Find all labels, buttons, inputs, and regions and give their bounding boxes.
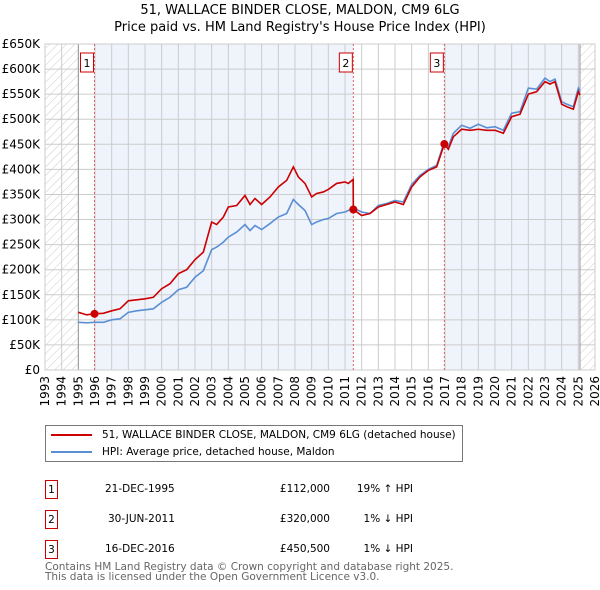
footer-licence: This data is licensed under the Open Gov… (45, 571, 380, 583)
table-row: 2 30-JUN-2011 £320,000 1% ↓ HPI (45, 504, 413, 534)
x-tick-label: 2018 (455, 376, 469, 407)
x-tick-label: 2016 (421, 376, 435, 407)
y-tick-label: £50K (9, 338, 41, 352)
ownership-band (444, 44, 580, 370)
legend-label-property: 51, WALLACE BINDER CLOSE, MALDON, CM9 6L… (102, 429, 456, 441)
x-tick-label: 2013 (371, 376, 385, 407)
legend-item-hpi: HPI: Average price, detached house, Mald… (51, 444, 335, 460)
y-tick-label: £450K (2, 137, 42, 151)
sale-date: 21-DEC-1995 (105, 483, 175, 495)
x-tick-label: 1994 (55, 376, 69, 407)
x-tick-label: 2022 (521, 376, 535, 407)
x-tick-label: 2011 (338, 376, 352, 407)
sale-price: £450,500 (279, 543, 330, 555)
x-tick-label: 2007 (271, 376, 285, 407)
y-tick-label: £100K (2, 313, 42, 327)
y-tick-label: £250K (2, 238, 42, 252)
sale-point (349, 205, 358, 214)
sale-hpi-diff: 19% ↑ HPI (356, 483, 413, 495)
x-tick-label: 2003 (205, 376, 219, 407)
sale-point (90, 309, 99, 318)
sale-price: £112,000 (279, 483, 330, 495)
x-tick-label: 2006 (255, 376, 269, 407)
x-tick-label: 2012 (355, 376, 369, 407)
hpi-line (78, 77, 581, 324)
sale-marker: 1 (45, 479, 58, 499)
sale-marker: 3 (45, 539, 58, 559)
price-chart: £0 £50K £100K £150K £200K £250K £300K £350K £400… (2, 37, 600, 407)
y-tick-label: £500K (2, 112, 42, 126)
x-tick-label: 2014 (388, 376, 402, 407)
sale-label-box (429, 52, 444, 73)
legend-label-hpi: HPI: Average price, detached house, Mald… (102, 446, 335, 458)
x-tick-label: 2019 (471, 376, 485, 407)
x-tick-label: 2024 (555, 376, 569, 407)
y-tick-label: £550K (2, 87, 42, 101)
sale-label-box (338, 52, 353, 73)
x-tick-label: 2020 (488, 376, 502, 407)
sale-label: 2 (342, 57, 349, 70)
x-tick-label: 2010 (321, 376, 335, 407)
sale-point (440, 140, 449, 149)
x-tick-label: 1993 (38, 376, 52, 407)
x-tick-label: 2008 (288, 376, 302, 407)
sale-marker: 2 (45, 509, 58, 529)
table-row: 3 16-DEC-2016 £450,500 1% ↓ HPI (45, 534, 413, 564)
sale-label-box (80, 52, 94, 73)
x-tick-label: 2021 (505, 376, 519, 407)
chart-subtitle: Price paid vs. HM Land Registry's House … (114, 20, 486, 35)
legend-red-line-icon (51, 434, 92, 436)
y-tick-label: £350K (2, 187, 42, 201)
sale-label: 3 (433, 57, 440, 70)
sale-label: 1 (84, 57, 91, 70)
x-tick-label: 2026 (588, 376, 600, 407)
sale-hpi-diff: 1% ↓ HPI (363, 513, 413, 525)
y-tick-label: £200K (2, 263, 42, 277)
y-tick-label: £400K (2, 162, 42, 176)
x-tick-label: 2000 (155, 376, 169, 407)
x-tick-label: 1998 (121, 376, 135, 407)
x-tick-label: 1997 (105, 376, 119, 407)
x-tick-label: 2004 (221, 376, 235, 407)
ownership-band (94, 44, 354, 370)
footer-copyright: Contains HM Land Registry data © Crown c… (45, 561, 454, 573)
table-row: 1 21-DEC-1995 £112,000 19% ↑ HPI (45, 474, 413, 504)
x-tick-label: 2009 (305, 376, 319, 407)
plot-border (44, 43, 596, 371)
legend: 51, WALLACE BINDER CLOSE, MALDON, CM9 6L… (45, 425, 463, 462)
x-tick-label: 2001 (171, 376, 185, 407)
x-tick-label: 2017 (438, 376, 452, 407)
sale-hpi-diff: 1% ↓ HPI (363, 543, 413, 555)
y-tick-label: £300K (2, 213, 42, 227)
x-tick-label: 2005 (238, 376, 252, 407)
y-tick-label: £600K (2, 62, 42, 76)
sale-date: 16-DEC-2016 (105, 543, 175, 555)
y-tick-label: £650K (2, 37, 42, 51)
x-tick-label: 1995 (71, 376, 85, 407)
property-price-line (78, 80, 581, 316)
sale-date: 30-JUN-2011 (108, 513, 175, 525)
chart-title: 51, WALLACE BINDER CLOSE, MALDON, CM9 6L… (140, 3, 460, 18)
x-tick-label: 2002 (188, 376, 202, 407)
x-tick-label: 1999 (138, 376, 152, 407)
y-tick-label: £0 (25, 363, 40, 377)
x-tick-label: 1996 (88, 376, 102, 407)
x-tick-label: 2015 (405, 376, 419, 407)
sales-table: 1 21-DEC-1995 £112,000 19% ↑ HPI 2 30-JU… (45, 474, 413, 564)
sale-price: £320,000 (279, 513, 330, 525)
legend-blue-line-icon (51, 451, 92, 453)
legend-item-property: 51, WALLACE BINDER CLOSE, MALDON, CM9 6L… (51, 427, 456, 443)
y-tick-label: £150K (2, 288, 42, 302)
x-tick-label: 2023 (538, 376, 552, 407)
no-data-hatch-right (580, 44, 595, 370)
x-tick-label: 2025 (571, 376, 585, 407)
